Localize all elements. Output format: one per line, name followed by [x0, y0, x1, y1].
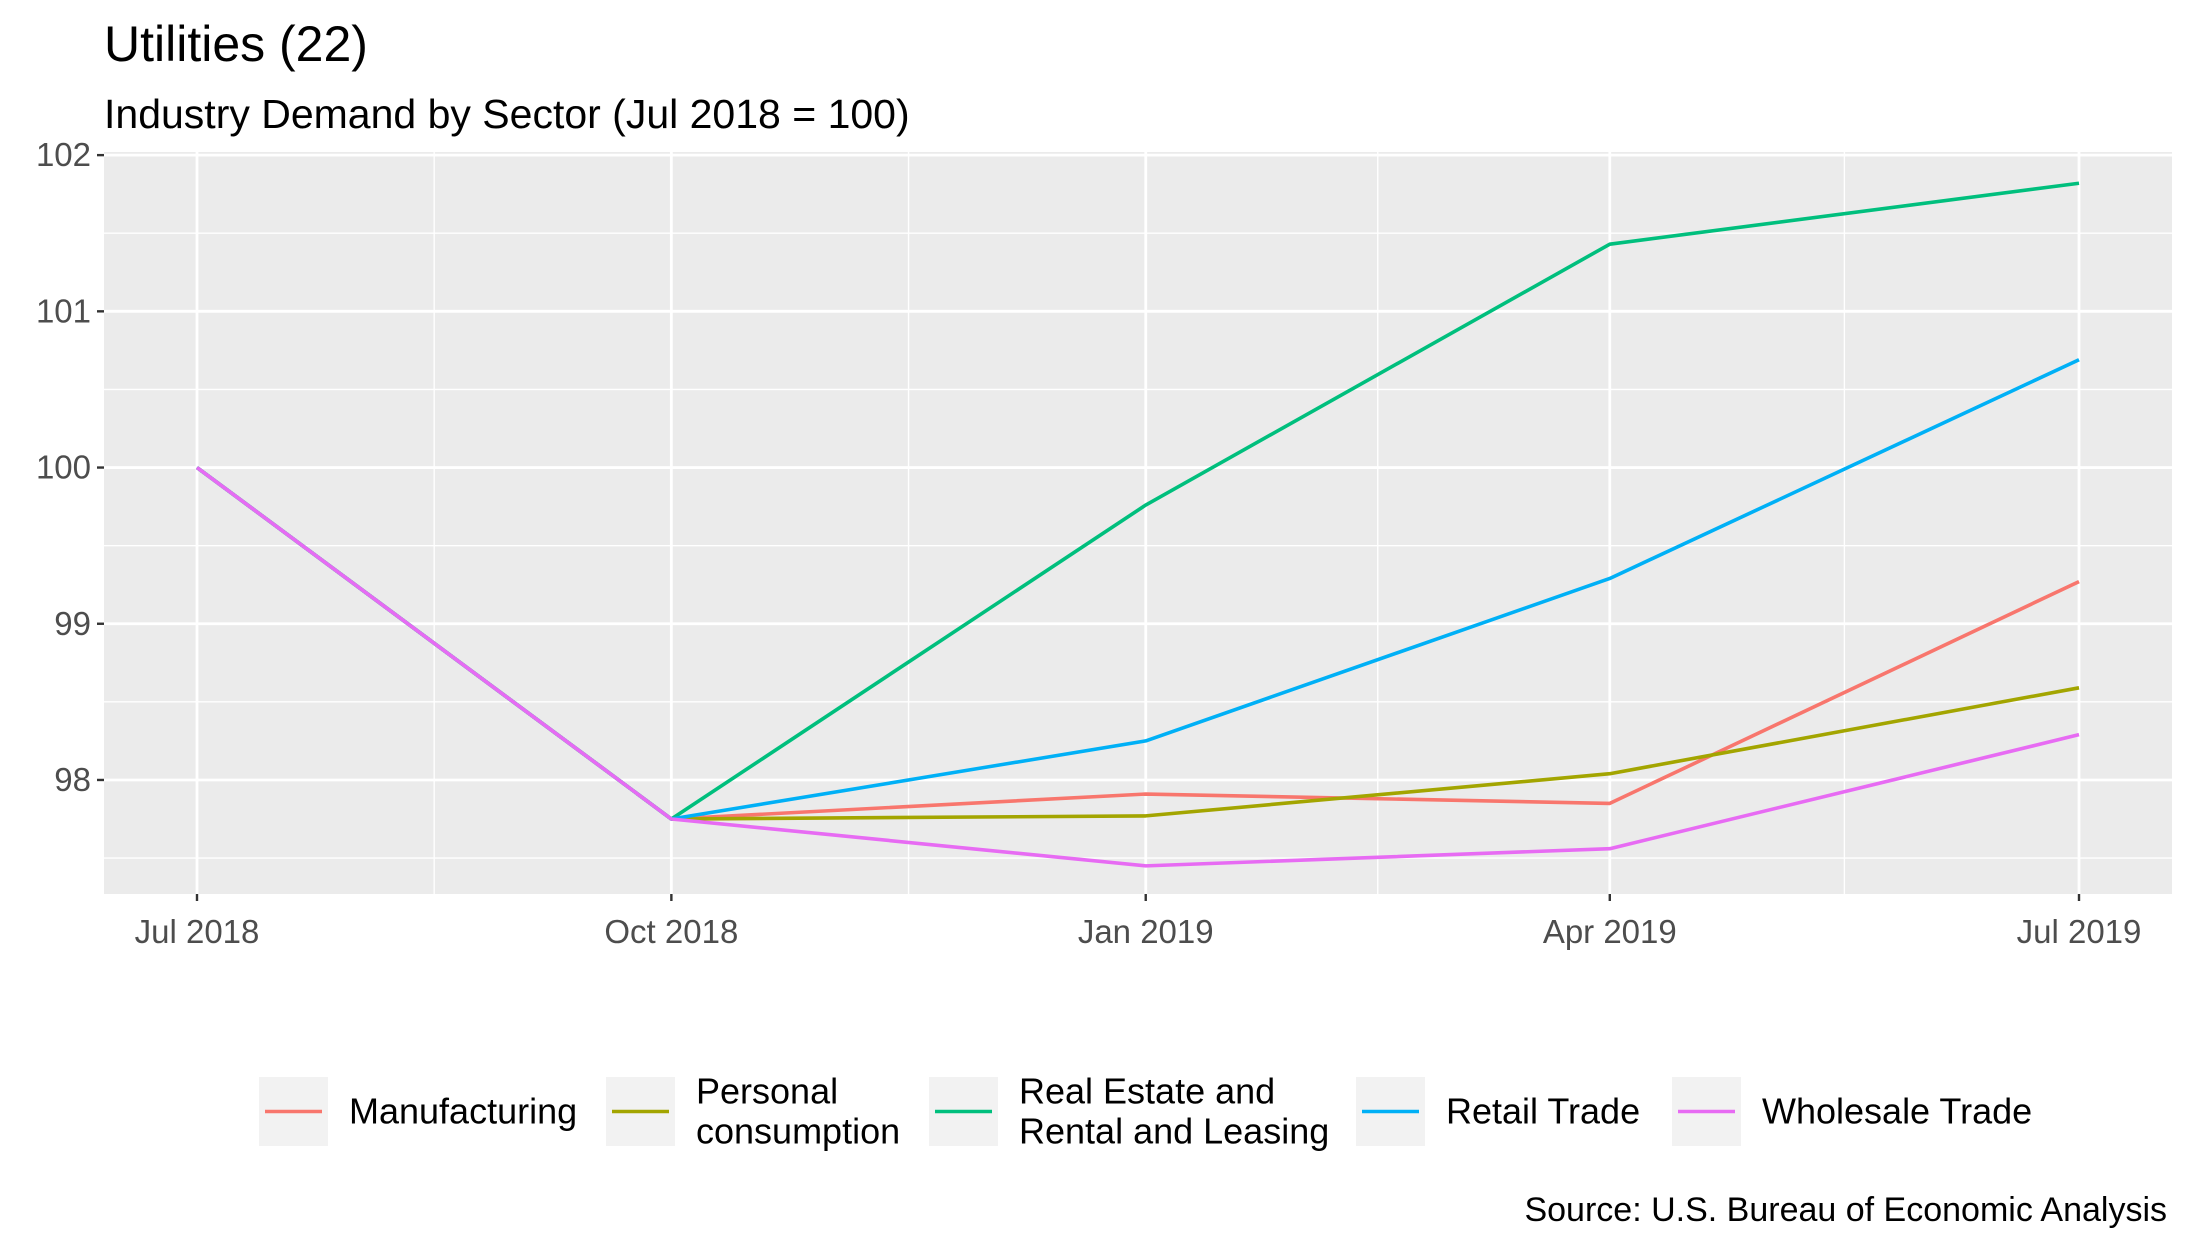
- legend-label: Real Estate and Rental and Leasing: [1019, 1071, 1329, 1152]
- y-tick-label: 101: [36, 292, 91, 329]
- y-tick-label: 98: [54, 761, 91, 798]
- legend: Manufacturing Personal consumption Real Est…: [259, 1071, 2032, 1152]
- y-tick-label: 100: [36, 449, 91, 486]
- legend-label: Retail Trade: [1446, 1091, 1640, 1132]
- legend-label-line: Personal: [696, 1071, 838, 1112]
- legend-label: Personal consumption: [696, 1071, 900, 1152]
- legend-label-line: consumption: [696, 1111, 900, 1152]
- x-tick-label: Jul 2018: [135, 913, 260, 950]
- legend-label: Wholesale Trade: [1762, 1091, 2032, 1132]
- chart-title: Utilities (22): [104, 16, 368, 72]
- chart-subtitle: Industry Demand by Sector (Jul 2018 = 10…: [104, 91, 910, 137]
- legend-label-line: Real Estate and: [1019, 1071, 1275, 1112]
- x-tick-label: Jul 2019: [2017, 913, 2142, 950]
- legend-label-line: Manufacturing: [349, 1091, 577, 1132]
- x-axis: Jul 2018 Oct 2018 Jan 2019 Apr 2019 Jul 2019: [135, 894, 2142, 950]
- y-tick-label: 102: [36, 136, 91, 173]
- x-tick-label: Jan 2019: [1078, 913, 1214, 950]
- legend-label-line: Wholesale Trade: [1762, 1091, 2032, 1132]
- legend-label-line: Rental and Leasing: [1019, 1111, 1329, 1152]
- chart-caption: Source: U.S. Bureau of Economic Analysis: [1524, 1191, 2167, 1229]
- grid-minor: [104, 152, 2172, 894]
- x-tick-label: Apr 2019: [1543, 913, 1677, 950]
- legend-label: Manufacturing: [349, 1091, 577, 1132]
- legend-label-line: Retail Trade: [1446, 1091, 1640, 1132]
- x-tick-label: Oct 2018: [604, 913, 738, 950]
- grid-major: [104, 152, 2172, 894]
- series-line: [195, 466, 2080, 868]
- plot-panel: [104, 152, 2172, 894]
- y-tick-label: 99: [54, 605, 91, 642]
- series-lines: [195, 181, 2080, 868]
- y-axis: 98 99 100 101 102: [36, 136, 104, 798]
